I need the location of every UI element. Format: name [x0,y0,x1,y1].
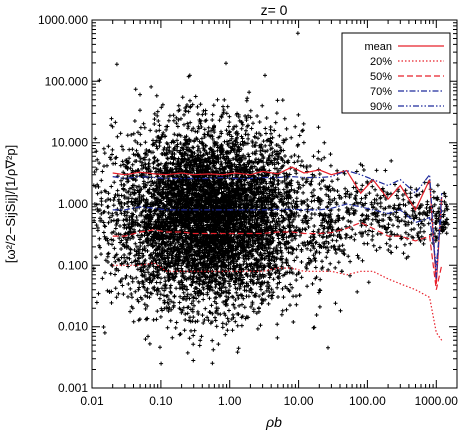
y-tick-labels: 0.001 0.010 0.100 1.000 10.000 100.000 1000.00… [38,13,88,395]
y-tick-label: 1000.000 [38,13,88,27]
series-line-70pct [112,203,443,266]
x-tick-label: 100.00 [349,394,386,408]
legend-label: 90% [370,101,392,113]
tick-marks [91,19,458,389]
y-tick-label: 100.000 [45,74,89,88]
legend-label: 70% [370,86,392,98]
legend-label: 20% [370,56,392,68]
legend: mean 20% 50% 70% 90% [341,32,451,114]
y-tick-label: 0.100 [58,258,88,272]
y-tick-label: 0.010 [58,320,88,334]
series-line-50pct [112,221,443,290]
x-tick-label: 1000.00 [415,394,459,408]
x-tick-label: 0.10 [149,394,173,408]
x-tick-labels: 0.01 0.10 1.00 10.00 100.00 1000.00 [80,394,458,408]
x-axis-label: ρb [265,414,282,430]
x-tick-label: 0.01 [80,394,104,408]
x-tick-label: 1.00 [218,394,242,408]
y-axis-label: [ω²/2−SijSij]/[1/ρ∇²p] [3,145,18,263]
series-lines [112,166,443,341]
legend-label: mean [364,41,392,53]
legend-box [341,32,451,114]
y-tick-label: 0.001 [58,381,88,395]
series-line-mean [112,166,443,284]
y-tick-label: 1.000 [58,197,88,211]
series-line-20pct [112,262,443,341]
chart-title: z= 0 [261,2,288,18]
axis-ticks [91,19,458,389]
y-tick-label: 10.000 [51,136,88,150]
x-tick-label: 10.00 [284,394,314,408]
legend-label: 50% [370,71,392,83]
